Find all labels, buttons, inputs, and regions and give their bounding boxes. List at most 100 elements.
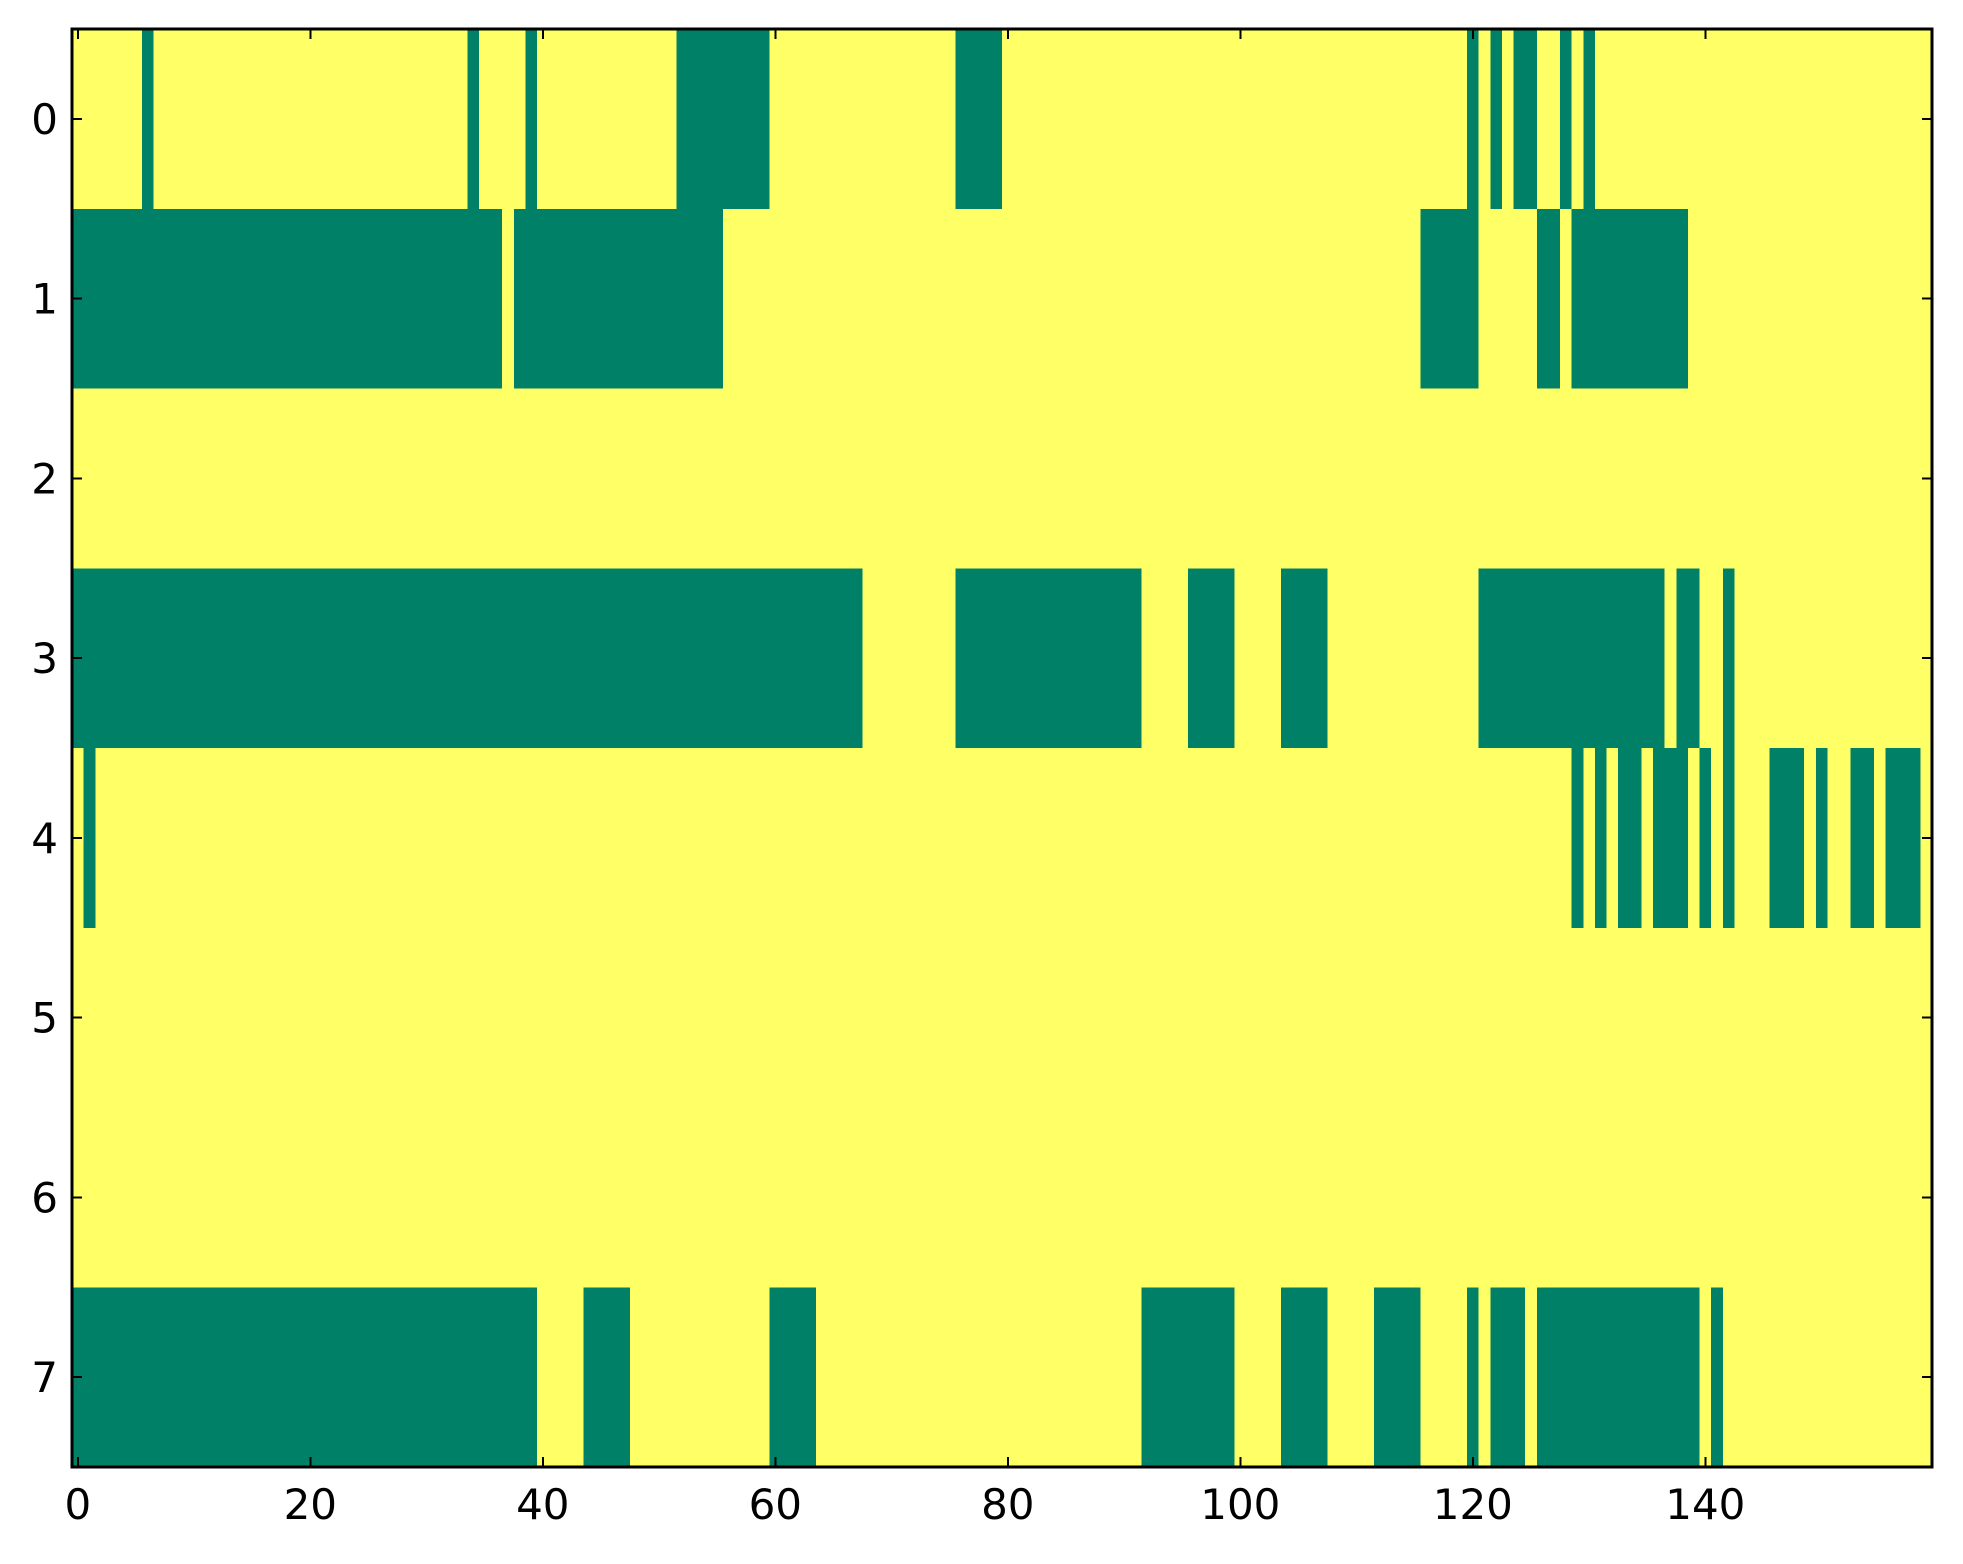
heatmap-cell — [839, 388, 852, 569]
heatmap-cell — [1420, 388, 1433, 569]
heatmap-cell — [316, 208, 329, 390]
heatmap-cell — [839, 748, 852, 929]
heatmap-cell — [1839, 1287, 1852, 1468]
heatmap-cell — [1478, 927, 1491, 1109]
heatmap-cell — [234, 208, 247, 390]
y-tick-label: 3 — [31, 634, 58, 683]
heatmap-cell — [490, 29, 503, 210]
heatmap-cell — [1176, 1107, 1189, 1288]
heatmap-cell — [292, 1107, 306, 1288]
heatmap-cell — [862, 748, 875, 929]
heatmap-cell — [746, 927, 759, 1109]
heatmap-cell — [444, 388, 457, 569]
heatmap-cell — [513, 208, 526, 390]
heatmap-cell — [1746, 208, 1759, 390]
heatmap-cell — [1560, 208, 1573, 390]
heatmap-cell — [467, 748, 480, 929]
heatmap-cell — [1443, 208, 1456, 390]
heatmap-cell — [676, 1107, 689, 1288]
heatmap-cell — [1664, 208, 1677, 390]
heatmap-cell — [630, 388, 643, 569]
heatmap-cell — [246, 29, 259, 210]
heatmap-cell — [990, 748, 1003, 929]
heatmap-cell — [374, 568, 387, 749]
heatmap-cell — [967, 927, 980, 1109]
heatmap-cell — [1432, 208, 1445, 390]
heatmap-cell — [874, 29, 887, 210]
heatmap-cell — [385, 1287, 399, 1468]
heatmap-cell — [1734, 748, 1747, 929]
heatmap-cell — [1048, 1287, 1061, 1468]
heatmap-cell — [1769, 208, 1782, 390]
heatmap-cell — [362, 1287, 375, 1468]
heatmap-cell — [897, 1107, 910, 1288]
heatmap-cell — [1106, 1107, 1119, 1288]
heatmap-cell — [281, 748, 294, 929]
heatmap-cell — [397, 568, 410, 749]
heatmap-cell — [1873, 927, 1887, 1109]
heatmap-cell — [641, 927, 654, 1109]
heatmap-cell — [804, 29, 817, 210]
heatmap-cell — [490, 568, 503, 749]
heatmap-cell — [1339, 1107, 1352, 1288]
heatmap-cell — [1199, 208, 1212, 390]
heatmap-cell — [281, 388, 294, 569]
heatmap-cell — [1176, 208, 1189, 390]
heatmap-cell — [1036, 1287, 1050, 1468]
heatmap-cell — [1025, 208, 1038, 390]
heatmap-cell — [1804, 208, 1817, 390]
heatmap-cell — [769, 927, 782, 1109]
heatmap-cell — [757, 568, 771, 749]
heatmap-cell — [339, 748, 352, 929]
heatmap-cell — [1804, 388, 1817, 569]
heatmap-cell — [409, 1287, 422, 1468]
heatmap-cell — [746, 568, 759, 749]
heatmap-cell — [1536, 568, 1549, 749]
heatmap-cell — [1315, 208, 1329, 390]
heatmap-cell — [932, 208, 945, 390]
heatmap-cell — [269, 748, 282, 929]
heatmap-cell — [141, 29, 154, 210]
heatmap-cell — [1281, 568, 1294, 749]
heatmap-cell — [1908, 1287, 1921, 1468]
heatmap-cell — [1188, 388, 1201, 569]
heatmap-cell — [1234, 208, 1247, 390]
heatmap-cell — [385, 1107, 399, 1288]
heatmap-cell — [374, 29, 387, 210]
heatmap-cell — [1757, 927, 1770, 1109]
heatmap-cell — [1606, 1287, 1619, 1468]
heatmap-cell — [246, 1107, 259, 1288]
heatmap-cell — [397, 1107, 410, 1288]
heatmap-cell — [699, 29, 712, 210]
heatmap-cell — [141, 1287, 154, 1468]
heatmap-cell — [676, 388, 689, 569]
heatmap-cell — [1641, 208, 1654, 390]
heatmap-cell — [967, 208, 980, 390]
heatmap-cell — [1536, 388, 1549, 569]
heatmap-cell — [1443, 1287, 1456, 1468]
heatmap-cell — [676, 1287, 689, 1468]
heatmap-cell — [1839, 748, 1852, 929]
heatmap-cell — [1769, 1107, 1782, 1288]
heatmap-cell — [757, 1107, 771, 1288]
heatmap-cell — [1269, 208, 1282, 390]
heatmap-cell — [1281, 208, 1294, 390]
heatmap-cell — [1560, 1107, 1573, 1288]
heatmap-cell — [920, 748, 933, 929]
heatmap-cell — [990, 1287, 1003, 1468]
heatmap-cell — [1850, 748, 1863, 929]
heatmap-cell — [943, 388, 957, 569]
heatmap-cell — [1478, 208, 1491, 390]
heatmap-cell — [1013, 388, 1026, 569]
heatmap-cell — [1885, 29, 1898, 210]
heatmap-cell — [1839, 208, 1852, 390]
heatmap-cell — [630, 1107, 643, 1288]
heatmap-cell — [1246, 388, 1259, 569]
heatmap-cell — [606, 388, 619, 569]
heatmap-cell — [1653, 927, 1666, 1109]
heatmap-cell — [1676, 388, 1689, 569]
heatmap-cell — [897, 208, 910, 390]
heatmap-cell — [513, 29, 526, 210]
heatmap-cell — [1362, 29, 1375, 210]
heatmap-cell — [1780, 1287, 1794, 1468]
